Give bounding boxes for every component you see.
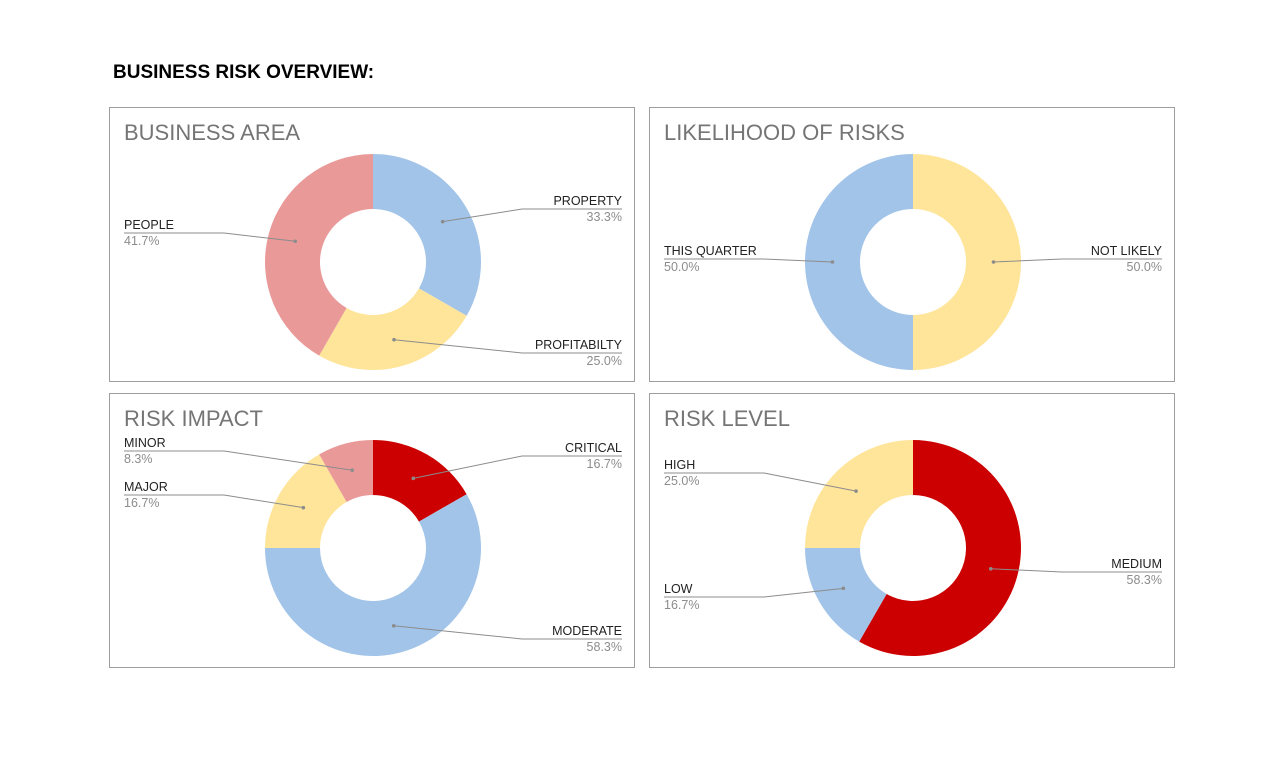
likelihood-chart-panel: LIKELIHOOD OF RISKS NOT LIKELY 50.0% THIS …	[649, 107, 1175, 382]
slice-value-moderate: 58.3%	[587, 640, 622, 654]
slice-label-people: PEOPLE	[124, 218, 174, 232]
slice-this-quarter	[805, 154, 913, 370]
leader-dot-critical	[411, 476, 416, 481]
slice-label-major: MAJOR	[124, 480, 168, 494]
slice-label-high: HIGH	[664, 458, 695, 472]
likelihood-donut-chart: NOT LIKELY 50.0% THIS QUARTER 50.0%	[664, 154, 1163, 370]
leader-line-not-likely	[993, 258, 1162, 263]
slice-property	[373, 154, 481, 316]
slice-high	[805, 440, 913, 548]
slice-moderate	[265, 494, 481, 656]
leader-line-profitabilty	[393, 339, 622, 354]
risk-level-chart-title: RISK LEVEL	[664, 406, 790, 431]
leader-line-critical	[413, 455, 622, 479]
slice-label-profitabilty: PROFITABILTY	[535, 338, 623, 352]
slice-value-profitabilty: 25.0%	[587, 354, 622, 368]
risk-impact-donut-chart: CRITICAL 16.7% MODERATE 58.3% MAJOR 16.7% MINO…	[124, 436, 622, 656]
leader-dot-high	[854, 489, 858, 493]
leader-line-major	[124, 494, 304, 509]
leader-line-property	[442, 208, 622, 223]
slice-label-low: LOW	[664, 582, 693, 596]
slice-value-critical: 16.7%	[587, 457, 622, 471]
slice-people	[265, 154, 373, 356]
leader-dot-major	[301, 505, 306, 510]
risk-impact-chart-panel: RISK IMPACT CRITICAL 16.7% MODERATE 58.3% MA…	[109, 393, 635, 668]
slice-label-not-likely: NOT LIKELY	[1091, 244, 1163, 258]
leader-dot-low	[841, 586, 846, 591]
slice-critical	[373, 440, 467, 522]
leader-line-high	[664, 472, 857, 492]
leader-line-people	[124, 232, 296, 242]
leader-dot-moderate	[391, 623, 396, 628]
business-area-chart-title: BUSINESS AREA	[124, 120, 301, 145]
risk-level-chart-panel: RISK LEVEL MEDIUM 58.3% LOW 16.7% HIGH 25.0%	[649, 393, 1175, 668]
slice-value-people: 41.7%	[124, 234, 159, 248]
slice-label-moderate: MODERATE	[552, 624, 622, 638]
leader-line-this-quarter	[664, 258, 833, 263]
slice-label-this-quarter: THIS QUARTER	[664, 244, 757, 258]
leader-line-low	[664, 587, 844, 598]
risk-level-donut-chart: MEDIUM 58.3% LOW 16.7% HIGH 25.0%	[664, 440, 1162, 656]
slice-medium	[859, 440, 1021, 656]
leader-dot-property	[440, 219, 445, 224]
slice-label-critical: CRITICAL	[565, 441, 622, 455]
leader-dot-profitabilty	[392, 337, 396, 342]
slice-value-high: 25.0%	[664, 474, 699, 488]
slice-minor	[319, 440, 373, 503]
slice-value-major: 16.7%	[124, 496, 159, 510]
slice-major	[265, 454, 347, 548]
leader-line-minor	[124, 450, 353, 471]
slice-value-medium: 58.3%	[1127, 573, 1162, 587]
slice-profitabilty	[319, 288, 467, 370]
leader-dot-not-likely	[991, 260, 996, 264]
slice-label-property: PROPERTY	[553, 194, 622, 208]
leader-dot-this-quarter	[830, 260, 835, 264]
risk-impact-chart-title: RISK IMPACT	[124, 406, 263, 431]
slice-value-not-likely: 50.0%	[1127, 260, 1162, 274]
leader-line-moderate	[393, 625, 622, 640]
leader-dot-minor	[350, 468, 355, 473]
slice-label-minor: MINOR	[124, 436, 166, 450]
slice-value-property: 33.3%	[587, 210, 622, 224]
leader-line-medium	[990, 568, 1162, 573]
likelihood-chart-title: LIKELIHOOD OF RISKS	[664, 120, 905, 145]
business-area-donut-chart: PROPERTY 33.3% PROFITABILTY 25.0% PEOPLE 41.7…	[124, 154, 623, 370]
slice-label-medium: MEDIUM	[1111, 557, 1162, 571]
slice-value-low: 16.7%	[664, 598, 699, 612]
slice-value-this-quarter: 50.0%	[664, 260, 699, 274]
leader-dot-people	[293, 239, 298, 244]
slice-not-likely	[913, 154, 1021, 370]
business-area-chart-panel: BUSINESS AREA PROPERTY 33.3% PROFITABILTY 2…	[109, 107, 635, 382]
slice-low	[805, 548, 887, 642]
slice-value-minor: 8.3%	[124, 452, 153, 466]
page-title: BUSINESS RISK OVERVIEW:	[113, 62, 375, 83]
leader-dot-medium	[988, 566, 993, 571]
